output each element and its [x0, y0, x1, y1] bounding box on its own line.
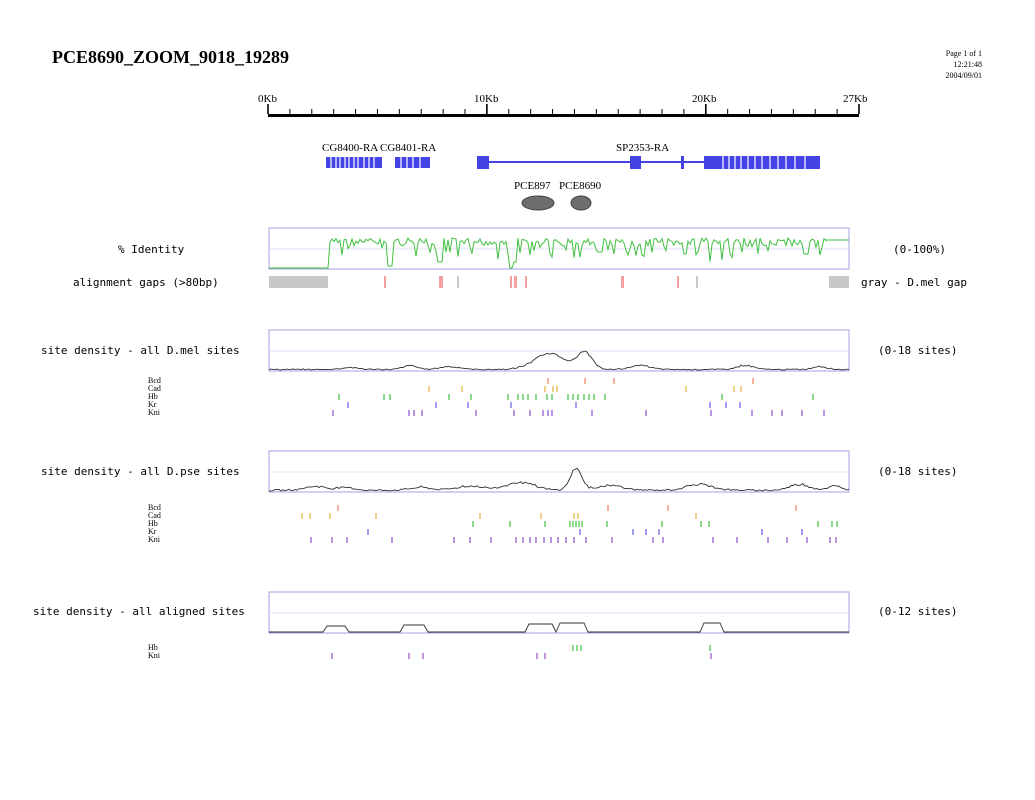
- element-pce8690: [570, 195, 592, 211]
- density-track-dpse: [268, 450, 850, 543]
- factor-label-kni: Kni: [148, 651, 160, 660]
- element-track: [521, 195, 592, 211]
- ruler-label-27kb: 27Kb: [843, 93, 868, 105]
- density-curve-dmel: [268, 350, 850, 371]
- factor-label-kr: Kr: [148, 527, 157, 536]
- ruler-label-10kb: 10Kb: [474, 93, 499, 105]
- ruler-label-0kb: 0Kb: [258, 93, 277, 105]
- factor-label-bcd: Bcd: [148, 503, 161, 512]
- density-track-aligned: [268, 591, 850, 659]
- print-time: 12:21:48: [953, 60, 982, 69]
- factor-label-kni: Kni: [148, 408, 160, 417]
- track-label-aligned: site density - all aligned sites: [33, 605, 245, 618]
- factor-label-cad: Cad: [148, 384, 161, 393]
- scale-ruler: [267, 104, 860, 117]
- track-range-aligned: (0-12 sites): [878, 605, 958, 618]
- identity-curve: [269, 236, 849, 269]
- element-label-pce8690: PCE8690: [559, 180, 602, 192]
- density-curve-aligned: [269, 622, 849, 634]
- track-label-dpse: site density - all D.pse sites: [41, 465, 240, 478]
- identity-track: [268, 227, 850, 270]
- gaps-track: [269, 276, 849, 288]
- factor-label-cad: Cad: [148, 511, 161, 520]
- gene-label-cg8400: CG8400-RA: [322, 142, 379, 154]
- factor-label-kr: Kr: [148, 400, 157, 409]
- identity-range: (0-100%): [893, 243, 946, 256]
- factor-label-bcd: Bcd: [148, 376, 161, 385]
- print-date: 2004/09/01: [945, 71, 982, 80]
- factor-label-hb: Hb: [148, 392, 158, 401]
- element-label-pce8970: PCE897: [514, 180, 551, 192]
- gaps-legend: gray - D.mel gap: [861, 276, 967, 289]
- track-range-dmel: (0-18 sites): [878, 344, 958, 357]
- element-pce8970: [521, 195, 555, 211]
- gene-label-sp2353: SP2353-RA: [616, 142, 670, 154]
- factor-label-hb: Hb: [148, 519, 158, 528]
- gene-model-sp2353: [477, 156, 820, 169]
- track-label-dmel: site density - all D.mel sites: [41, 344, 240, 357]
- page-number: Page 1 of 1: [945, 49, 982, 58]
- page-title: PCE8690_ZOOM_9018_19289: [52, 47, 289, 67]
- density-curve-dpse: [268, 467, 850, 492]
- factor-label-kni: Kni: [148, 535, 160, 544]
- gaps-label: alignment gaps (>80bp): [73, 276, 219, 289]
- factor-label-hb: Hb: [148, 643, 158, 652]
- ruler-label-20kb: 20Kb: [692, 93, 717, 105]
- density-track-dmel: [268, 329, 850, 416]
- gene-label-cg8401: CG8401-RA: [380, 142, 437, 154]
- identity-label: % Identity: [118, 243, 185, 256]
- track-range-dpse: (0-18 sites): [878, 465, 958, 478]
- gene-track: [326, 156, 820, 169]
